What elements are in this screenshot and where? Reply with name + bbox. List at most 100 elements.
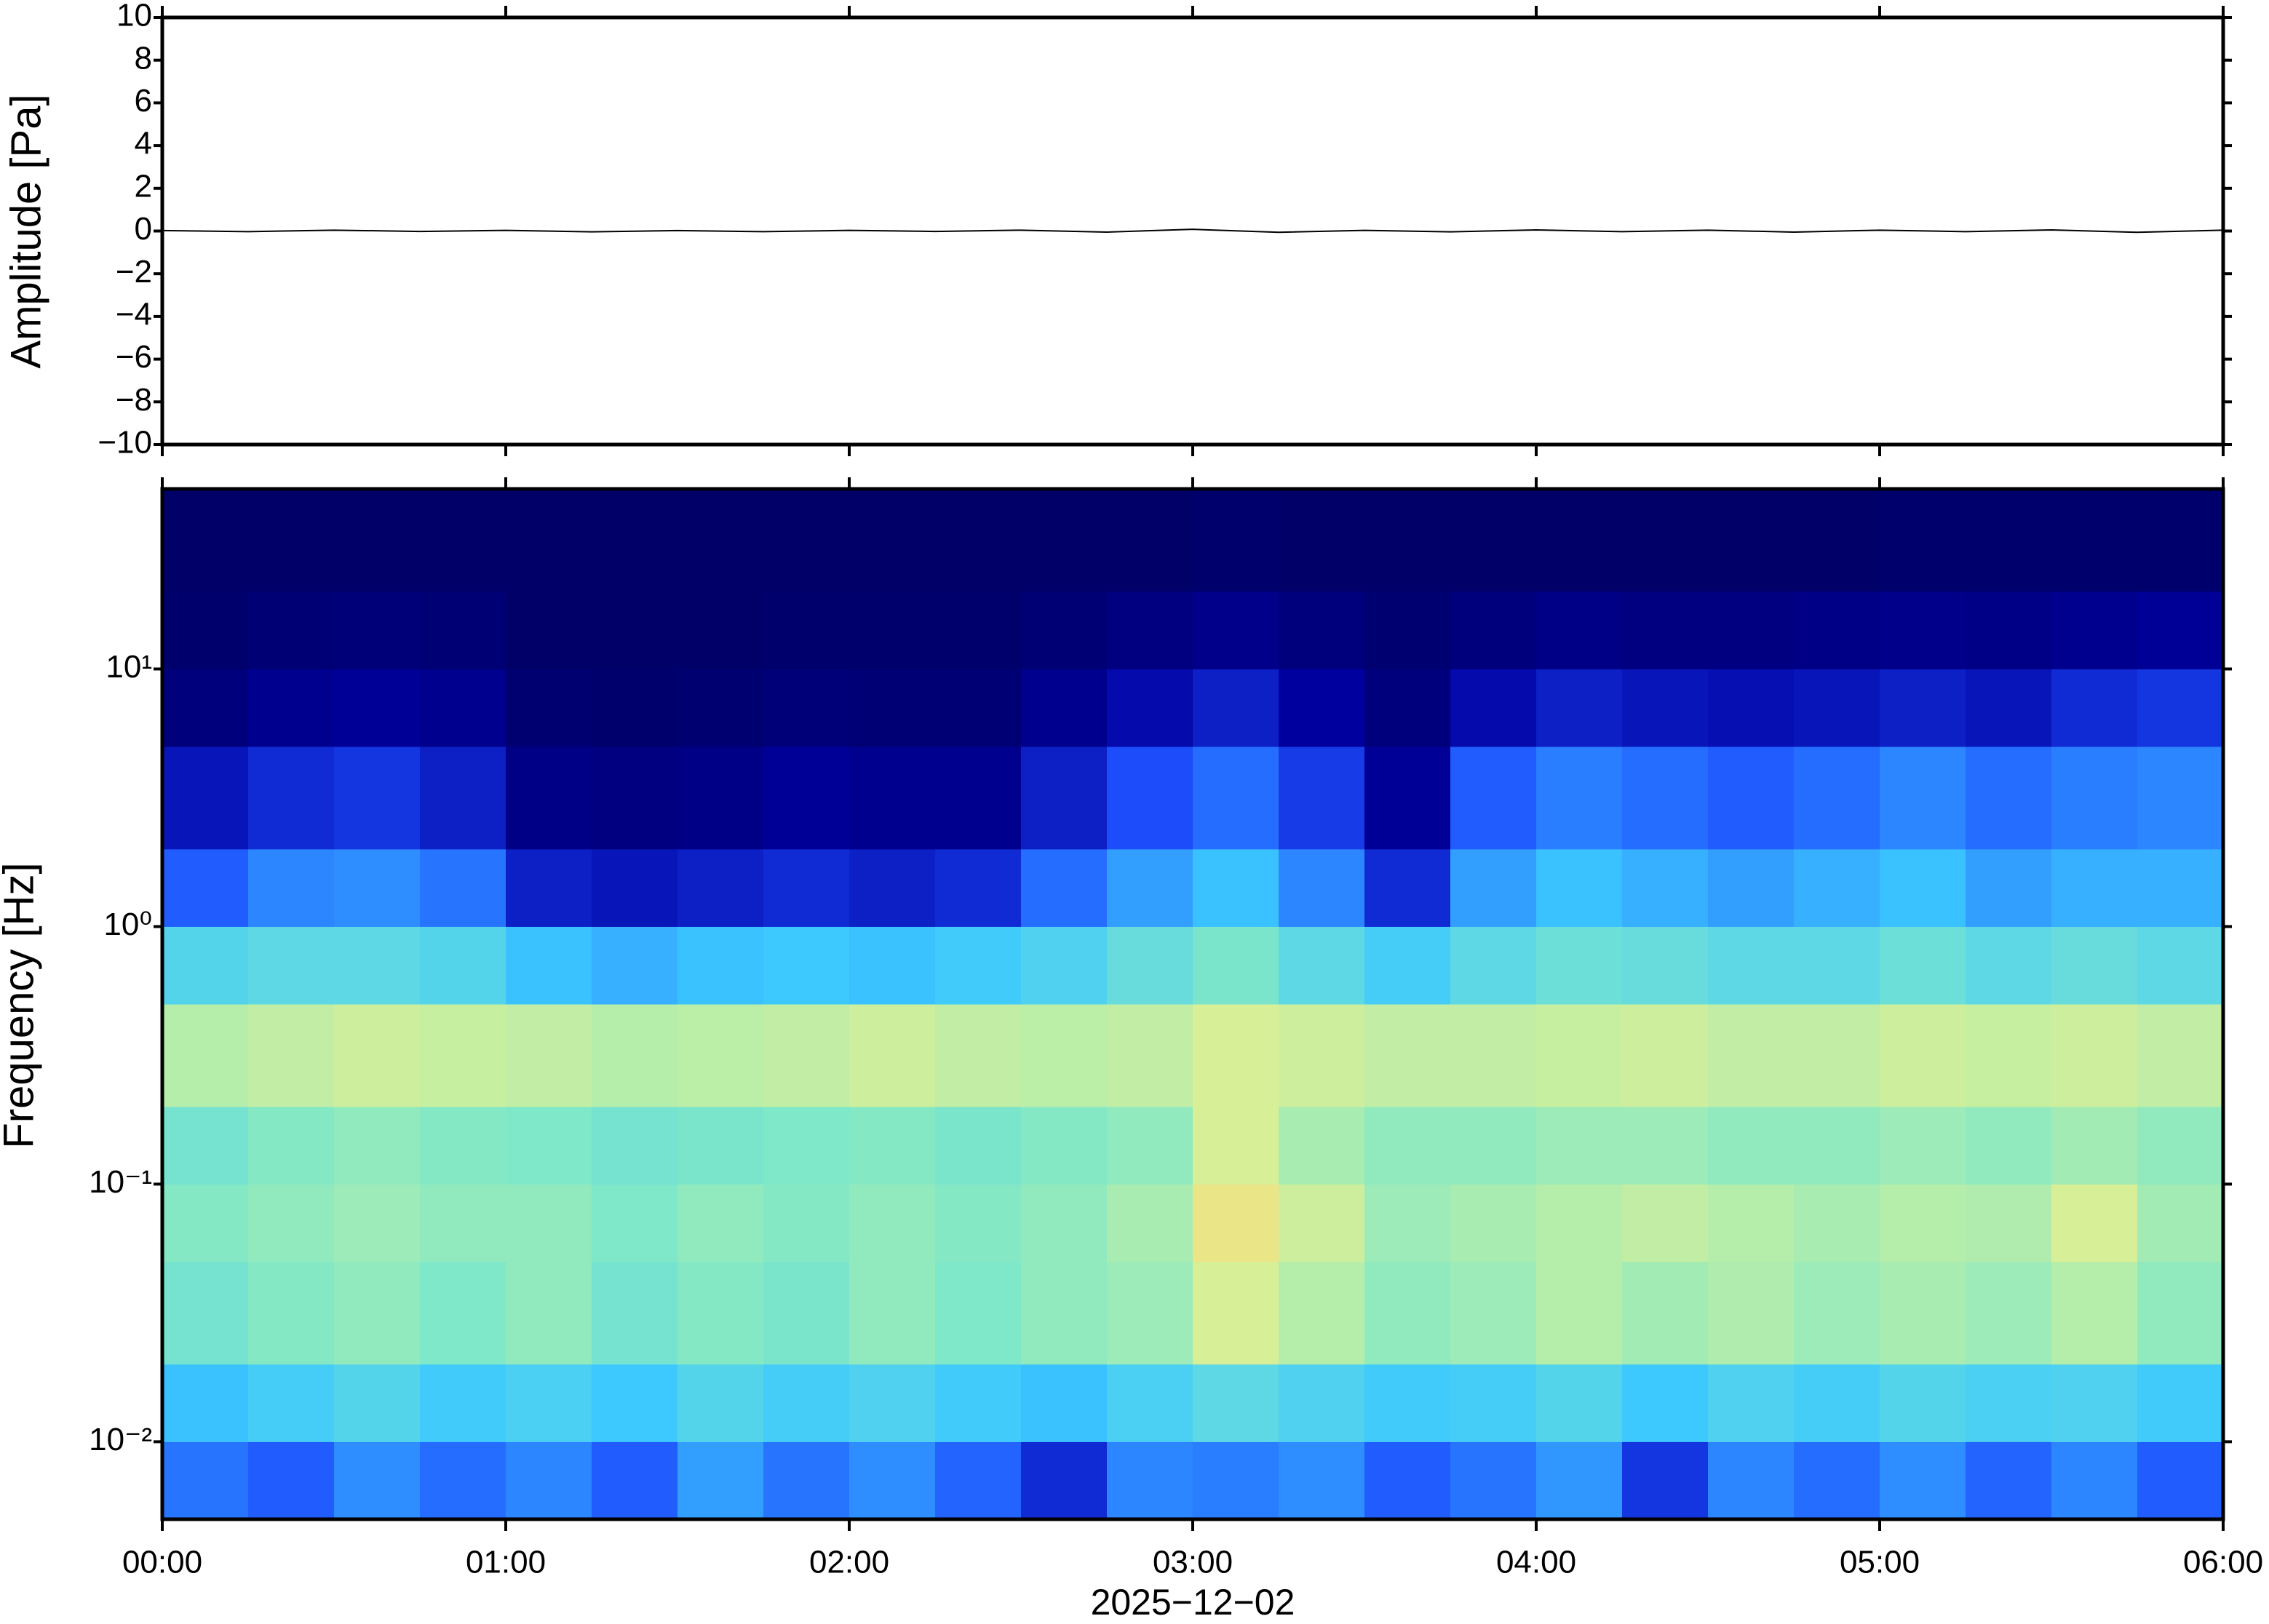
- spectrogram-cell: [248, 1364, 335, 1442]
- spectrogram-cell: [1536, 591, 1623, 669]
- x-tick-label: 01:00: [466, 1545, 546, 1580]
- x-tick-label: 05:00: [1840, 1545, 1920, 1580]
- y-axis-title: Amplitude [Pa]: [2, 94, 49, 368]
- spectrogram-cell: [506, 926, 592, 1005]
- y-tick-label: −10: [98, 425, 152, 461]
- spectrogram-cell: [420, 848, 506, 927]
- spectrogram-cell: [248, 926, 335, 1005]
- spectrogram-cell: [162, 1262, 249, 1365]
- spectrogram-cell: [162, 1004, 249, 1107]
- spectrogram-cell: [1622, 489, 1709, 592]
- spectrogram-cell: [1193, 926, 1279, 1005]
- spectrogram-cell: [2137, 1441, 2224, 1520]
- spectrogram-cell: [248, 1441, 335, 1520]
- spectrogram-cell: [248, 747, 335, 850]
- spectrogram-cell: [935, 926, 1022, 1005]
- spectrogram-cell: [162, 1106, 249, 1185]
- spectrogram-cell: [1450, 1184, 1537, 1262]
- spectrogram-cell: [1021, 1004, 1108, 1107]
- spectrogram-cell: [1794, 1106, 1880, 1185]
- spectrogram-cell: [1622, 591, 1709, 669]
- spectrogram-cell: [1708, 1262, 1795, 1365]
- spectrogram-cell: [849, 591, 936, 669]
- spectrogram-cell: [1107, 669, 1193, 747]
- spectrogram-cell: [506, 489, 592, 592]
- spectrogram-cell: [1708, 1106, 1795, 1185]
- spectrogram-cell: [1536, 489, 1623, 592]
- spectrogram-cell: [1794, 669, 1880, 747]
- spectrogram-cell: [1536, 1262, 1623, 1365]
- spectrogram-cell: [2051, 591, 2138, 669]
- spectrogram-cell: [1364, 1106, 1451, 1185]
- spectrogram-cell: [248, 1184, 335, 1262]
- spectrogram-cell: [1450, 669, 1537, 747]
- spectrogram-cell: [1880, 848, 1966, 927]
- spectrogram-cell: [1794, 1441, 1880, 1520]
- spectrogram-cell: [1622, 1364, 1709, 1442]
- spectrogram-cell: [248, 848, 335, 927]
- spectrogram-cell: [763, 1441, 850, 1520]
- spectrogram-cell: [1364, 1364, 1451, 1442]
- spectrogram-cell: [1364, 1184, 1451, 1262]
- spectrogram-cell: [420, 926, 506, 1005]
- spectrogram-cell: [849, 669, 936, 747]
- spectrogram-cell: [1450, 1441, 1537, 1520]
- spectrogram-cell: [334, 1106, 421, 1185]
- spectrogram-cell: [1364, 489, 1451, 592]
- y-tick-label: 6: [135, 83, 152, 119]
- spectrogram-cell: [420, 747, 506, 850]
- spectrogram-cell: [935, 591, 1022, 669]
- spectrogram-cell: [1708, 1364, 1795, 1442]
- spectrogram-cell: [1536, 1441, 1623, 1520]
- spectrogram-cell: [1880, 1262, 1966, 1365]
- y-tick-label: −8: [116, 382, 152, 418]
- spectrogram-cell: [2137, 1364, 2224, 1442]
- spectrogram-cell: [1708, 591, 1795, 669]
- y-tick-label: 4: [135, 126, 152, 162]
- spectrogram-cell: [592, 926, 678, 1005]
- y-axis-title: Frequency [Hz]: [0, 862, 42, 1148]
- spectrogram-cell: [334, 747, 421, 850]
- plot-frame: [160, 487, 2225, 1521]
- spectrogram-cell: [506, 1106, 592, 1185]
- spectrogram-cell: [849, 848, 936, 927]
- spectrogram-cell: [1021, 848, 1108, 927]
- spectrogram-cell: [849, 1004, 936, 1107]
- spectrogram-cell: [1536, 1004, 1623, 1107]
- spectrogram-cell: [1107, 747, 1193, 850]
- spectrogram-cell: [849, 1106, 936, 1185]
- spectrogram-cell: [1107, 489, 1193, 592]
- spectrogram-cell: [935, 1364, 1022, 1442]
- spectrogram-cell: [1966, 1184, 2052, 1262]
- spectrogram-cell: [162, 669, 249, 747]
- spectrogram-cell: [1880, 1106, 1966, 1185]
- spectrogram-cell: [506, 1262, 592, 1365]
- spectrogram-cell: [2051, 926, 2138, 1005]
- spectrogram-cell: [1708, 1004, 1795, 1107]
- spectrogram-cell: [1193, 747, 1279, 850]
- spectrogram-cell: [334, 591, 421, 669]
- x-tick-label: 04:00: [1496, 1545, 1576, 1580]
- spectrogram-cell: [1880, 591, 1966, 669]
- waveform: [162, 228, 2224, 234]
- spectrogram-cell: [1966, 926, 2052, 1005]
- spectrogram-cell: [1279, 591, 1365, 669]
- spectrogram-cell: [763, 669, 850, 747]
- spectrogram-cell: [248, 1004, 335, 1107]
- spectrogram-cell: [162, 1441, 249, 1520]
- spectrogram-cell: [935, 1441, 1022, 1520]
- spectrogram-cell: [677, 747, 764, 850]
- spectrogram-cell: [763, 1184, 850, 1262]
- spectrogram-cell: [1536, 926, 1623, 1005]
- spectrogram-cell: [1279, 489, 1365, 592]
- spectrogram-cell: [1708, 1441, 1795, 1520]
- spectrogram-cell: [1193, 1441, 1279, 1520]
- spectrogram-cell: [1021, 1441, 1108, 1520]
- spectrogram-cell: [2051, 1184, 2138, 1262]
- spectrogram-cell: [420, 591, 506, 669]
- spectrogram-cell: [1364, 1004, 1451, 1107]
- spectrogram-cell: [1193, 1106, 1279, 1185]
- spectrogram-cell: [763, 1106, 850, 1185]
- spectrogram-cell: [935, 489, 1022, 592]
